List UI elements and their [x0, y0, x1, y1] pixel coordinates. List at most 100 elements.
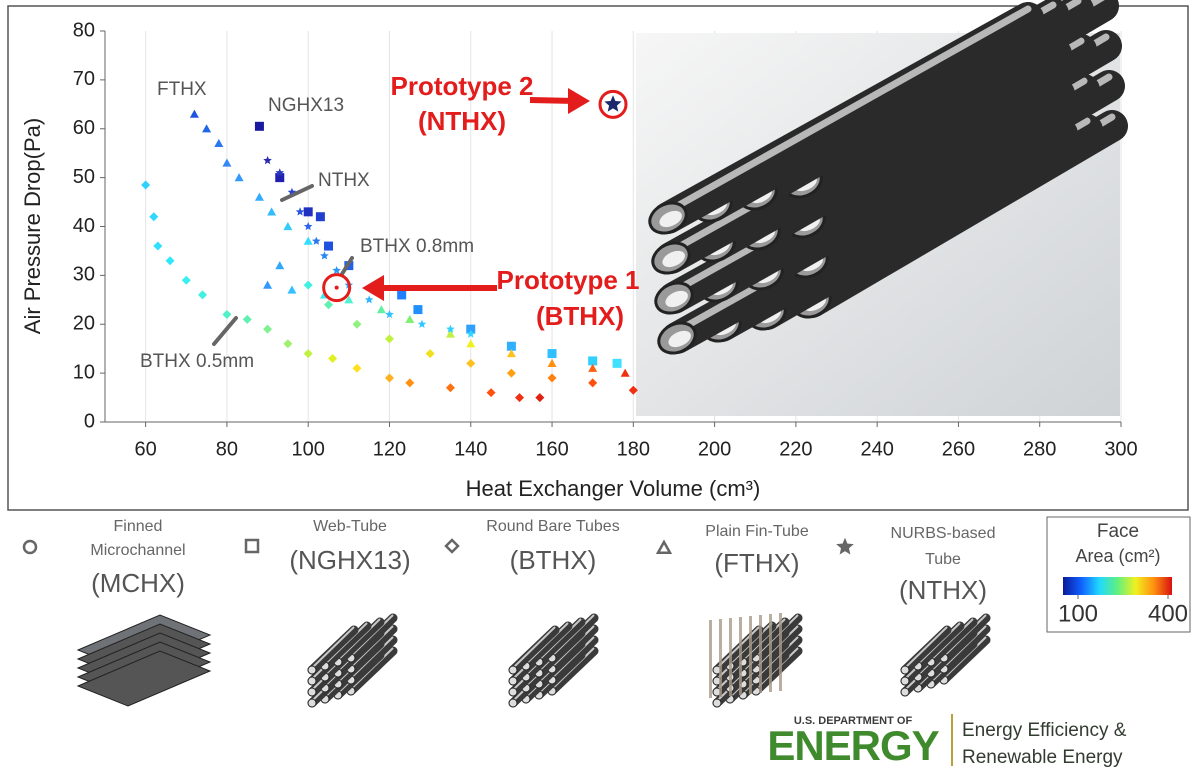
- point: [466, 324, 476, 334]
- x-tick-label: 280: [1023, 438, 1056, 460]
- legend-marker: [836, 537, 854, 555]
- mini-tube-end: [900, 676, 910, 686]
- hx-render: [76, 614, 212, 707]
- fin: [759, 615, 762, 693]
- point: [385, 310, 394, 319]
- mini-tube-hl: [312, 626, 355, 668]
- point: [324, 300, 334, 310]
- mini-tube-end: [508, 687, 518, 697]
- x-tick-label: 300: [1104, 438, 1137, 460]
- y-tick-label: 10: [73, 361, 95, 383]
- point: [612, 358, 622, 368]
- point: [165, 256, 175, 266]
- tube: [652, 2, 1044, 234]
- legend-marker: [444, 538, 460, 554]
- x-tick-label: 100: [292, 438, 325, 460]
- point: [535, 393, 545, 403]
- point: [222, 158, 232, 167]
- point: [303, 349, 313, 359]
- point: [149, 212, 159, 222]
- point: [588, 356, 598, 366]
- mini-tube-end: [508, 676, 518, 686]
- legend-code: (BTHX): [510, 545, 597, 575]
- point: [384, 373, 394, 383]
- point: [445, 329, 455, 338]
- point: [283, 222, 293, 231]
- legend-label: Web-Tube: [313, 518, 387, 535]
- prototype-point: [334, 285, 339, 290]
- point: [506, 368, 516, 378]
- fin: [749, 616, 752, 694]
- point: [506, 341, 516, 351]
- point: [588, 378, 598, 388]
- legend: Finned Microchannel (MCHX) Web-Tube (NGHX13)…: [22, 518, 995, 708]
- plot: FTHX NGHX13 NTHX BTHX 0.8mm BTHX 0.5mm Protot…: [140, 71, 640, 403]
- point: [397, 290, 407, 300]
- mini-tube: [346, 613, 398, 663]
- mini-tube: [939, 613, 991, 663]
- mini-tube-end: [508, 665, 518, 675]
- mini-tube: [320, 621, 372, 671]
- mini-tube: [913, 621, 965, 671]
- mini-tube: [547, 613, 599, 663]
- office: Renewable Energy: [962, 747, 1123, 768]
- point: [547, 373, 557, 383]
- mini-tube: [534, 617, 586, 667]
- agency-name: ENERGY: [767, 722, 939, 769]
- mini-tube: [939, 624, 991, 674]
- point: [295, 207, 305, 216]
- point: [417, 319, 427, 328]
- point: [364, 295, 374, 304]
- point: [405, 378, 415, 388]
- y-tick-label: 40: [73, 215, 95, 237]
- point: [153, 241, 163, 251]
- x-tick-label: 260: [942, 438, 975, 460]
- y-axis-label: Air Pressure Drop(Pa): [20, 118, 45, 334]
- fin: [779, 613, 782, 691]
- mini-tube: [547, 635, 599, 685]
- point: [254, 192, 264, 201]
- y-tick-label: 0: [84, 410, 95, 432]
- annotation: NTHX: [318, 170, 370, 191]
- point: [275, 173, 285, 183]
- legend-marker: [244, 538, 260, 554]
- mini-tube: [926, 617, 978, 667]
- x-tick-label: 160: [535, 438, 568, 460]
- point: [198, 290, 208, 300]
- prototype-arrowhead: [362, 275, 384, 301]
- mini-tube-end: [900, 687, 910, 697]
- point: [320, 251, 329, 260]
- x-tick-label: 180: [617, 438, 650, 460]
- mini-tube: [751, 624, 803, 674]
- annotation-arrow: [212, 316, 238, 346]
- point: [405, 314, 415, 323]
- mini-tube-end: [900, 665, 910, 675]
- point: [287, 285, 297, 294]
- legend-label: Tube: [925, 551, 961, 568]
- tube-highlight: [668, 5, 1032, 213]
- point: [506, 349, 516, 358]
- mini-tube-end: [307, 676, 317, 686]
- fin: [739, 617, 742, 695]
- point: [547, 349, 557, 359]
- mini-tube-end: [307, 687, 317, 697]
- prototype-label: Prototype 2: [390, 71, 533, 101]
- mini-tube: [939, 635, 991, 685]
- mini-tube: [307, 625, 359, 675]
- legend-code: (MCHX): [91, 568, 185, 598]
- point: [486, 388, 496, 398]
- mini-tube: [547, 624, 599, 674]
- point: [324, 241, 334, 251]
- mini-tube: [346, 635, 398, 685]
- point: [254, 121, 264, 131]
- x-tick-label: 140: [454, 438, 487, 460]
- point: [446, 324, 455, 333]
- hx-render: [508, 613, 599, 708]
- point: [547, 358, 557, 367]
- point: [588, 363, 598, 372]
- annotation: BTHX 0.5mm: [140, 351, 254, 372]
- legend-code: (NTHX): [899, 575, 987, 605]
- legend-code: (FTHX): [714, 548, 799, 578]
- prototype-label: (NTHX): [418, 106, 506, 136]
